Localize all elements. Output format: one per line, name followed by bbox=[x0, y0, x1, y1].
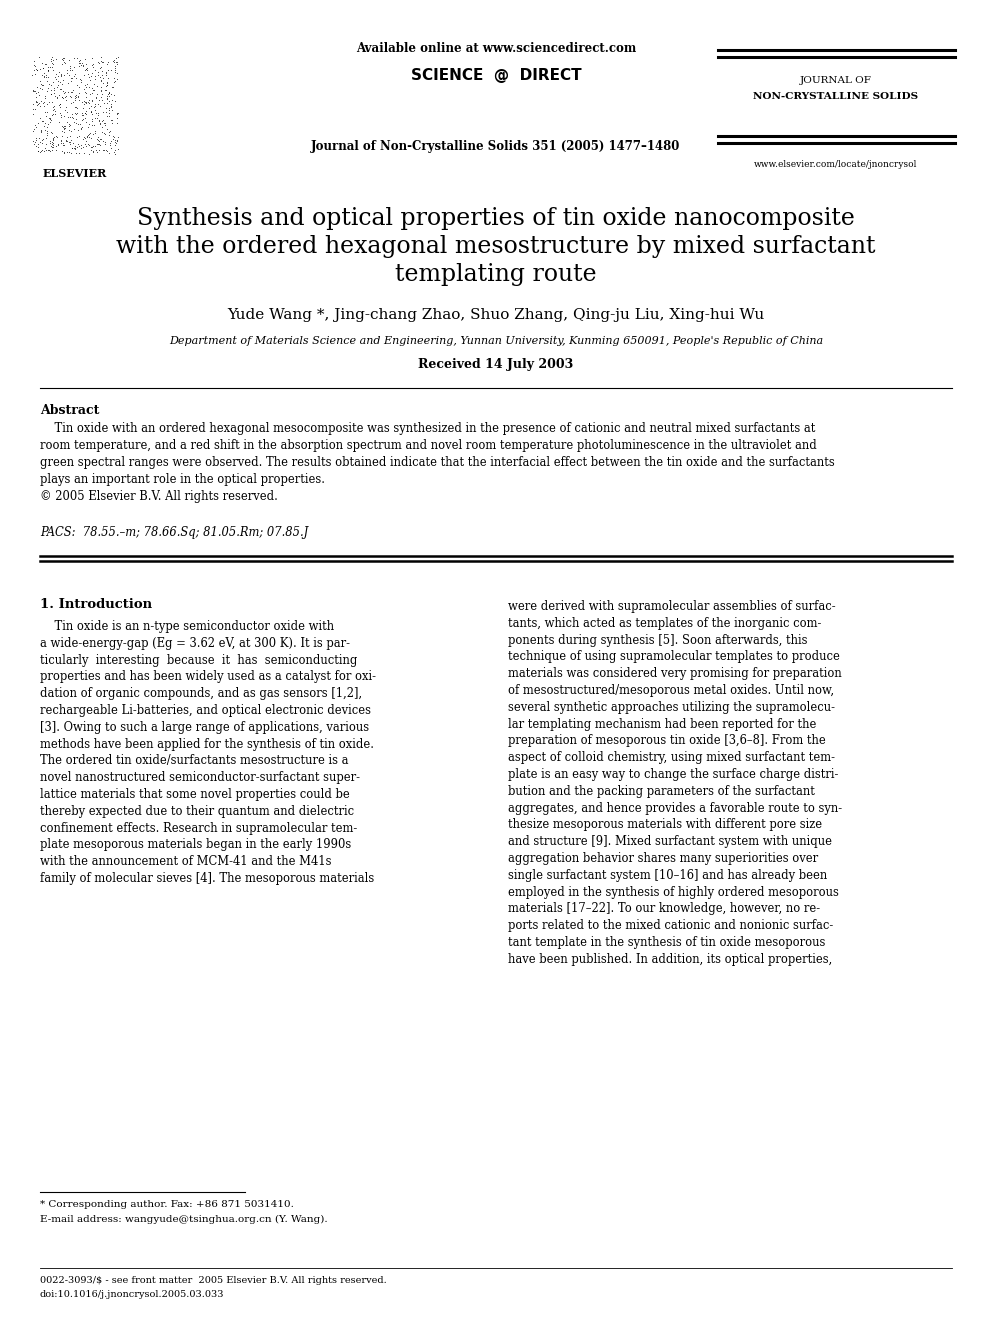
Text: Received 14 July 2003: Received 14 July 2003 bbox=[419, 359, 573, 370]
Text: Tin oxide is an n-type semiconductor oxide with
a wide-energy-gap (Eg = 3.62 eV,: Tin oxide is an n-type semiconductor oxi… bbox=[40, 620, 376, 885]
Text: Department of Materials Science and Engineering, Yunnan University, Kunming 6500: Department of Materials Science and Engi… bbox=[169, 336, 823, 347]
Text: were derived with supramolecular assemblies of surfac-
tants, which acted as tem: were derived with supramolecular assembl… bbox=[508, 601, 842, 966]
Text: doi:10.1016/j.jnoncrysol.2005.03.033: doi:10.1016/j.jnoncrysol.2005.03.033 bbox=[40, 1290, 224, 1299]
Text: templating route: templating route bbox=[395, 263, 597, 286]
Text: Yude Wang *, Jing-chang Zhao, Shuo Zhang, Qing-ju Liu, Xing-hui Wu: Yude Wang *, Jing-chang Zhao, Shuo Zhang… bbox=[227, 308, 765, 321]
Text: www.elsevier.com/locate/jnoncrysol: www.elsevier.com/locate/jnoncrysol bbox=[754, 160, 918, 169]
Text: Abstract: Abstract bbox=[40, 404, 99, 417]
Text: Available online at www.sciencedirect.com: Available online at www.sciencedirect.co… bbox=[356, 42, 636, 56]
Text: with the ordered hexagonal mesostructure by mixed surfactant: with the ordered hexagonal mesostructure… bbox=[116, 235, 876, 258]
Text: Synthesis and optical properties of tin oxide nanocomposite: Synthesis and optical properties of tin … bbox=[137, 206, 855, 230]
Text: NON-CRYSTALLINE SOLIDS: NON-CRYSTALLINE SOLIDS bbox=[754, 93, 919, 101]
Text: ELSEVIER: ELSEVIER bbox=[43, 168, 107, 179]
Text: 1. Introduction: 1. Introduction bbox=[40, 598, 152, 611]
Text: Journal of Non-Crystalline Solids 351 (2005) 1477–1480: Journal of Non-Crystalline Solids 351 (2… bbox=[311, 140, 681, 153]
Text: 0022-3093/$ - see front matter  2005 Elsevier B.V. All rights reserved.: 0022-3093/$ - see front matter 2005 Else… bbox=[40, 1275, 387, 1285]
Text: JOURNAL OF: JOURNAL OF bbox=[801, 75, 872, 85]
Text: E-mail address: wangyude@tsinghua.org.cn (Y. Wang).: E-mail address: wangyude@tsinghua.org.cn… bbox=[40, 1215, 327, 1224]
Text: * Corresponding author. Fax: +86 871 5031410.: * Corresponding author. Fax: +86 871 503… bbox=[40, 1200, 294, 1209]
Text: Tin oxide with an ordered hexagonal mesocomposite was synthesized in the presenc: Tin oxide with an ordered hexagonal meso… bbox=[40, 422, 834, 503]
Text: PACS:  78.55.–m; 78.66.Sq; 81.05.Rm; 07.85.J: PACS: 78.55.–m; 78.66.Sq; 81.05.Rm; 07.8… bbox=[40, 527, 309, 538]
Text: SCIENCE  @  DIRECT: SCIENCE @ DIRECT bbox=[411, 67, 581, 83]
